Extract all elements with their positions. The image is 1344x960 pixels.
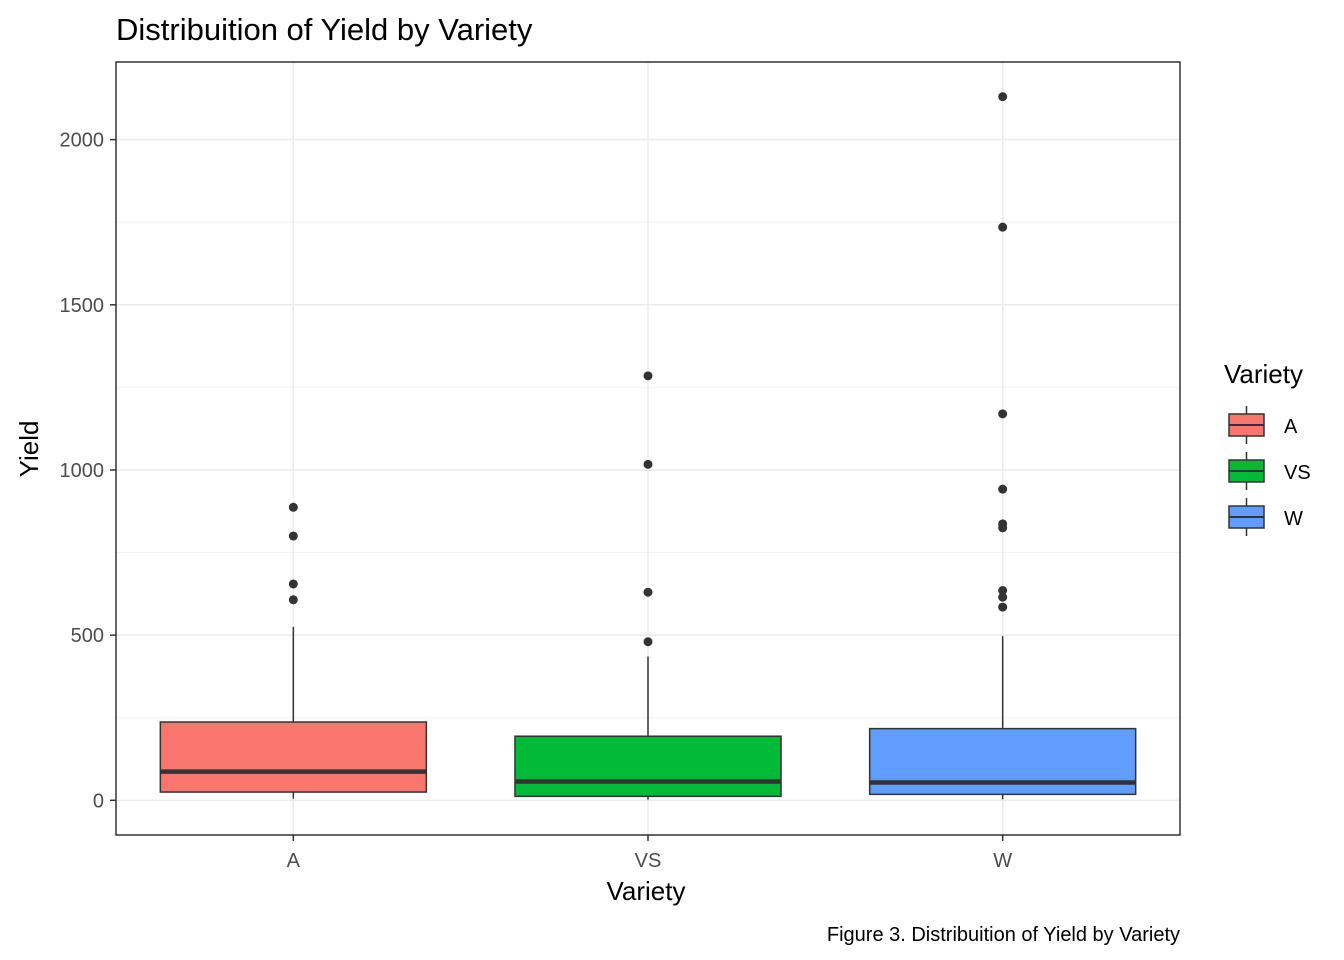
outlier-point <box>998 222 1008 232</box>
outlier-point <box>998 409 1008 419</box>
outlier-point <box>998 602 1008 612</box>
legend-label: VS <box>1284 462 1311 484</box>
outlier-point <box>998 586 1008 596</box>
legend-label: W <box>1284 508 1303 530</box>
outlier-point <box>998 92 1008 102</box>
box-a <box>159 502 428 799</box>
y-tick-label: 2000 <box>60 130 105 152</box>
legend-title: Variety <box>1224 359 1303 389</box>
legend-item-w: W <box>1228 498 1303 536</box>
box-series <box>159 92 1137 800</box>
x-axis-title: Variety <box>607 876 686 906</box>
outlier-point <box>643 371 653 381</box>
outlier-point <box>288 579 298 589</box>
box-w <box>868 92 1137 800</box>
outlier-point <box>288 531 298 541</box>
outlier-point <box>998 523 1008 533</box>
box-body <box>514 735 782 798</box>
y-tick-label: 0 <box>93 790 104 812</box>
legend-label: A <box>1284 416 1298 438</box>
figure-caption: Figure 3. Distribuition of Yield by Vari… <box>827 924 1180 946</box>
outlier-point <box>998 484 1008 494</box>
chart-title: Distribuition of Yield by Variety <box>116 12 533 47</box>
legend: Variety A VS W <box>1224 359 1311 536</box>
outlier-point <box>643 587 653 597</box>
x-tick-label: A <box>287 850 301 872</box>
y-axis-title: Yield <box>14 421 44 478</box>
outlier-point <box>643 637 653 647</box>
outlier-point <box>998 592 1008 602</box>
y-tick-label: 1000 <box>60 460 105 482</box>
x-tick-label: VS <box>635 850 662 872</box>
legend-item-a: A <box>1228 406 1298 444</box>
y-tick-label: 1500 <box>60 295 105 317</box>
y-axis: 0 500 1000 1500 2000 <box>60 130 116 812</box>
outlier-point <box>643 459 653 469</box>
box-body <box>159 721 428 793</box>
x-axis: A VS W <box>287 835 1012 872</box>
y-tick-label: 500 <box>71 625 104 647</box>
outlier-point <box>288 595 298 605</box>
box-vs <box>514 371 782 800</box>
outlier-point <box>288 502 298 512</box>
x-tick-label: W <box>993 850 1012 872</box>
legend-item-vs: VS <box>1228 452 1311 490</box>
